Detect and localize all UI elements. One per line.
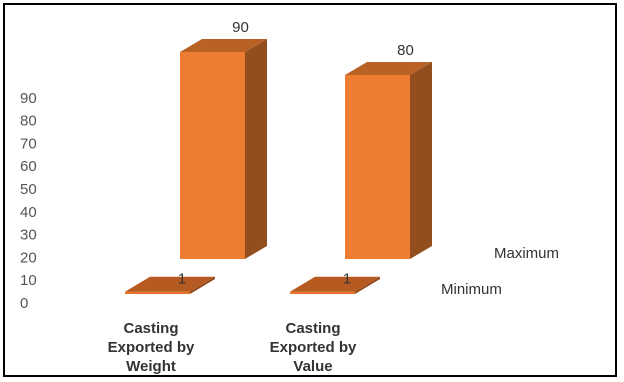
bar-front (345, 75, 410, 259)
y-tick-label: 70 (20, 135, 37, 152)
bar-top (180, 39, 267, 52)
y-tick-label: 80 (20, 113, 37, 130)
y-tick-label: 60 (20, 158, 37, 175)
bar-front (125, 291, 190, 294)
category-label: Casting Exported by Value (270, 320, 357, 375)
bar-side (355, 276, 380, 294)
data-label: 1 (178, 271, 186, 288)
bar-side (410, 62, 432, 259)
y-tick-label: 90 (20, 90, 37, 107)
data-label: 1 (343, 271, 351, 288)
y-tick-label: 10 (20, 272, 37, 289)
y-tick-label: 0 (20, 295, 28, 312)
chart-frame (3, 3, 617, 377)
bar-front (180, 52, 245, 259)
bar-front (290, 291, 355, 294)
y-tick-label: 50 (20, 181, 37, 198)
bar-top (290, 276, 380, 292)
data-label: 90 (232, 19, 249, 36)
data-label: 80 (397, 42, 414, 59)
y-tick-label: 40 (20, 204, 37, 221)
bar-side (190, 276, 215, 294)
y-tick-label: 30 (20, 227, 37, 244)
bar-top (125, 276, 215, 292)
bar-side (245, 39, 267, 259)
series-label: Maximum (494, 245, 559, 262)
category-label: Casting Exported by Weight (108, 320, 195, 375)
bar-top (345, 62, 432, 75)
series-label: Minimum (441, 281, 502, 298)
y-tick-label: 20 (20, 249, 37, 266)
